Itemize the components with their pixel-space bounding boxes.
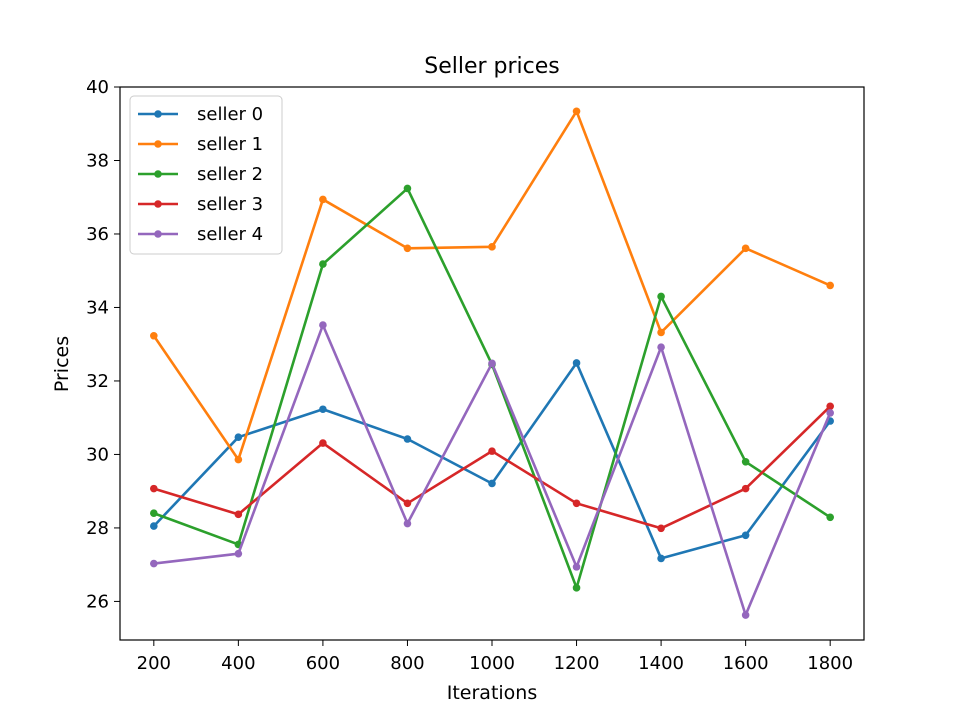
data-point	[826, 281, 834, 290]
data-point	[741, 531, 750, 540]
y-axis-label: Prices	[51, 336, 73, 392]
data-point	[319, 195, 327, 204]
data-point	[488, 243, 496, 251]
data-point	[234, 455, 243, 464]
x-tick-label: 1800	[807, 653, 853, 674]
x-tick-label: 1200	[554, 653, 600, 674]
series-seller-4	[150, 321, 834, 619]
series-seller-1	[150, 107, 834, 464]
legend: seller 0 seller 1 seller 2 seller 3 seller 4	[129, 95, 283, 255]
legend-entry: seller 3	[138, 194, 263, 215]
x-tick-label: 1600	[723, 653, 769, 674]
data-point	[403, 435, 412, 443]
x-tick-label: 400	[221, 653, 255, 674]
data-point	[319, 439, 327, 447]
data-point	[572, 563, 581, 571]
legend-box	[129, 95, 283, 255]
legend-marker	[154, 140, 162, 148]
data-point	[657, 524, 665, 533]
data-point	[234, 433, 243, 441]
y-tick-label: 38	[86, 150, 109, 171]
x-tick-label: 600	[306, 653, 340, 674]
data-point	[403, 184, 412, 193]
data-point	[572, 107, 581, 116]
legend-marker	[154, 200, 162, 208]
data-point	[150, 331, 158, 340]
y-tick-label: 40	[86, 77, 109, 98]
data-point	[741, 457, 750, 466]
data-point	[826, 402, 834, 411]
legend-label: seller 0	[197, 104, 263, 125]
legend-entry: seller 0	[138, 104, 263, 125]
data-point	[826, 409, 834, 417]
y-tick-label: 28	[86, 518, 109, 539]
series-seller-0	[150, 359, 834, 563]
data-point	[572, 499, 581, 508]
legend-entry: seller 1	[138, 134, 263, 155]
y-tick-label: 36	[86, 224, 109, 245]
data-point	[741, 611, 750, 619]
data-point	[150, 484, 158, 493]
data-point	[319, 405, 327, 414]
data-point	[403, 519, 412, 528]
y-tick-label: 34	[86, 297, 109, 318]
legend-label: seller 1	[197, 134, 263, 155]
y-tick-label: 30	[86, 444, 109, 465]
legend-marker	[154, 230, 162, 238]
legend-label: seller 2	[197, 164, 263, 185]
data-point	[572, 359, 581, 367]
x-axis-label: Iterations	[447, 682, 538, 704]
legend-entry: seller 4	[138, 224, 263, 245]
plot-area	[150, 107, 834, 619]
data-point	[657, 292, 665, 301]
x-tick-label: 1400	[638, 653, 684, 674]
data-point	[403, 244, 412, 253]
data-point	[488, 479, 496, 488]
data-point	[826, 513, 834, 522]
data-point	[741, 244, 750, 253]
data-point	[741, 484, 750, 493]
axis-ticks: 200 400 600 800 1000 1200 1400 1600 1800 26 28 30 32…	[86, 77, 853, 674]
data-point	[319, 260, 327, 268]
data-point	[150, 522, 158, 530]
legend-label: seller 4	[197, 224, 263, 245]
y-tick-label: 26	[86, 591, 109, 612]
data-point	[150, 559, 158, 568]
legend-label: seller 3	[197, 194, 263, 215]
data-point	[234, 549, 243, 558]
data-point	[488, 447, 496, 455]
data-point	[657, 328, 665, 337]
x-tick-label: 200	[137, 653, 171, 674]
data-point	[403, 499, 412, 508]
data-point	[657, 554, 665, 563]
legend-marker	[154, 170, 162, 178]
data-point	[319, 321, 327, 329]
x-tick-label: 800	[390, 653, 424, 674]
data-point	[488, 359, 496, 368]
x-tick-label: 1000	[469, 653, 515, 674]
data-point	[150, 509, 158, 518]
data-point	[572, 584, 581, 592]
chart-title: Seller prices	[424, 54, 560, 79]
legend-marker	[154, 110, 162, 118]
data-point	[234, 510, 243, 519]
legend-entry: seller 2	[138, 164, 263, 185]
data-point	[657, 343, 665, 351]
y-tick-label: 32	[86, 371, 109, 392]
series-seller-3	[150, 402, 834, 533]
